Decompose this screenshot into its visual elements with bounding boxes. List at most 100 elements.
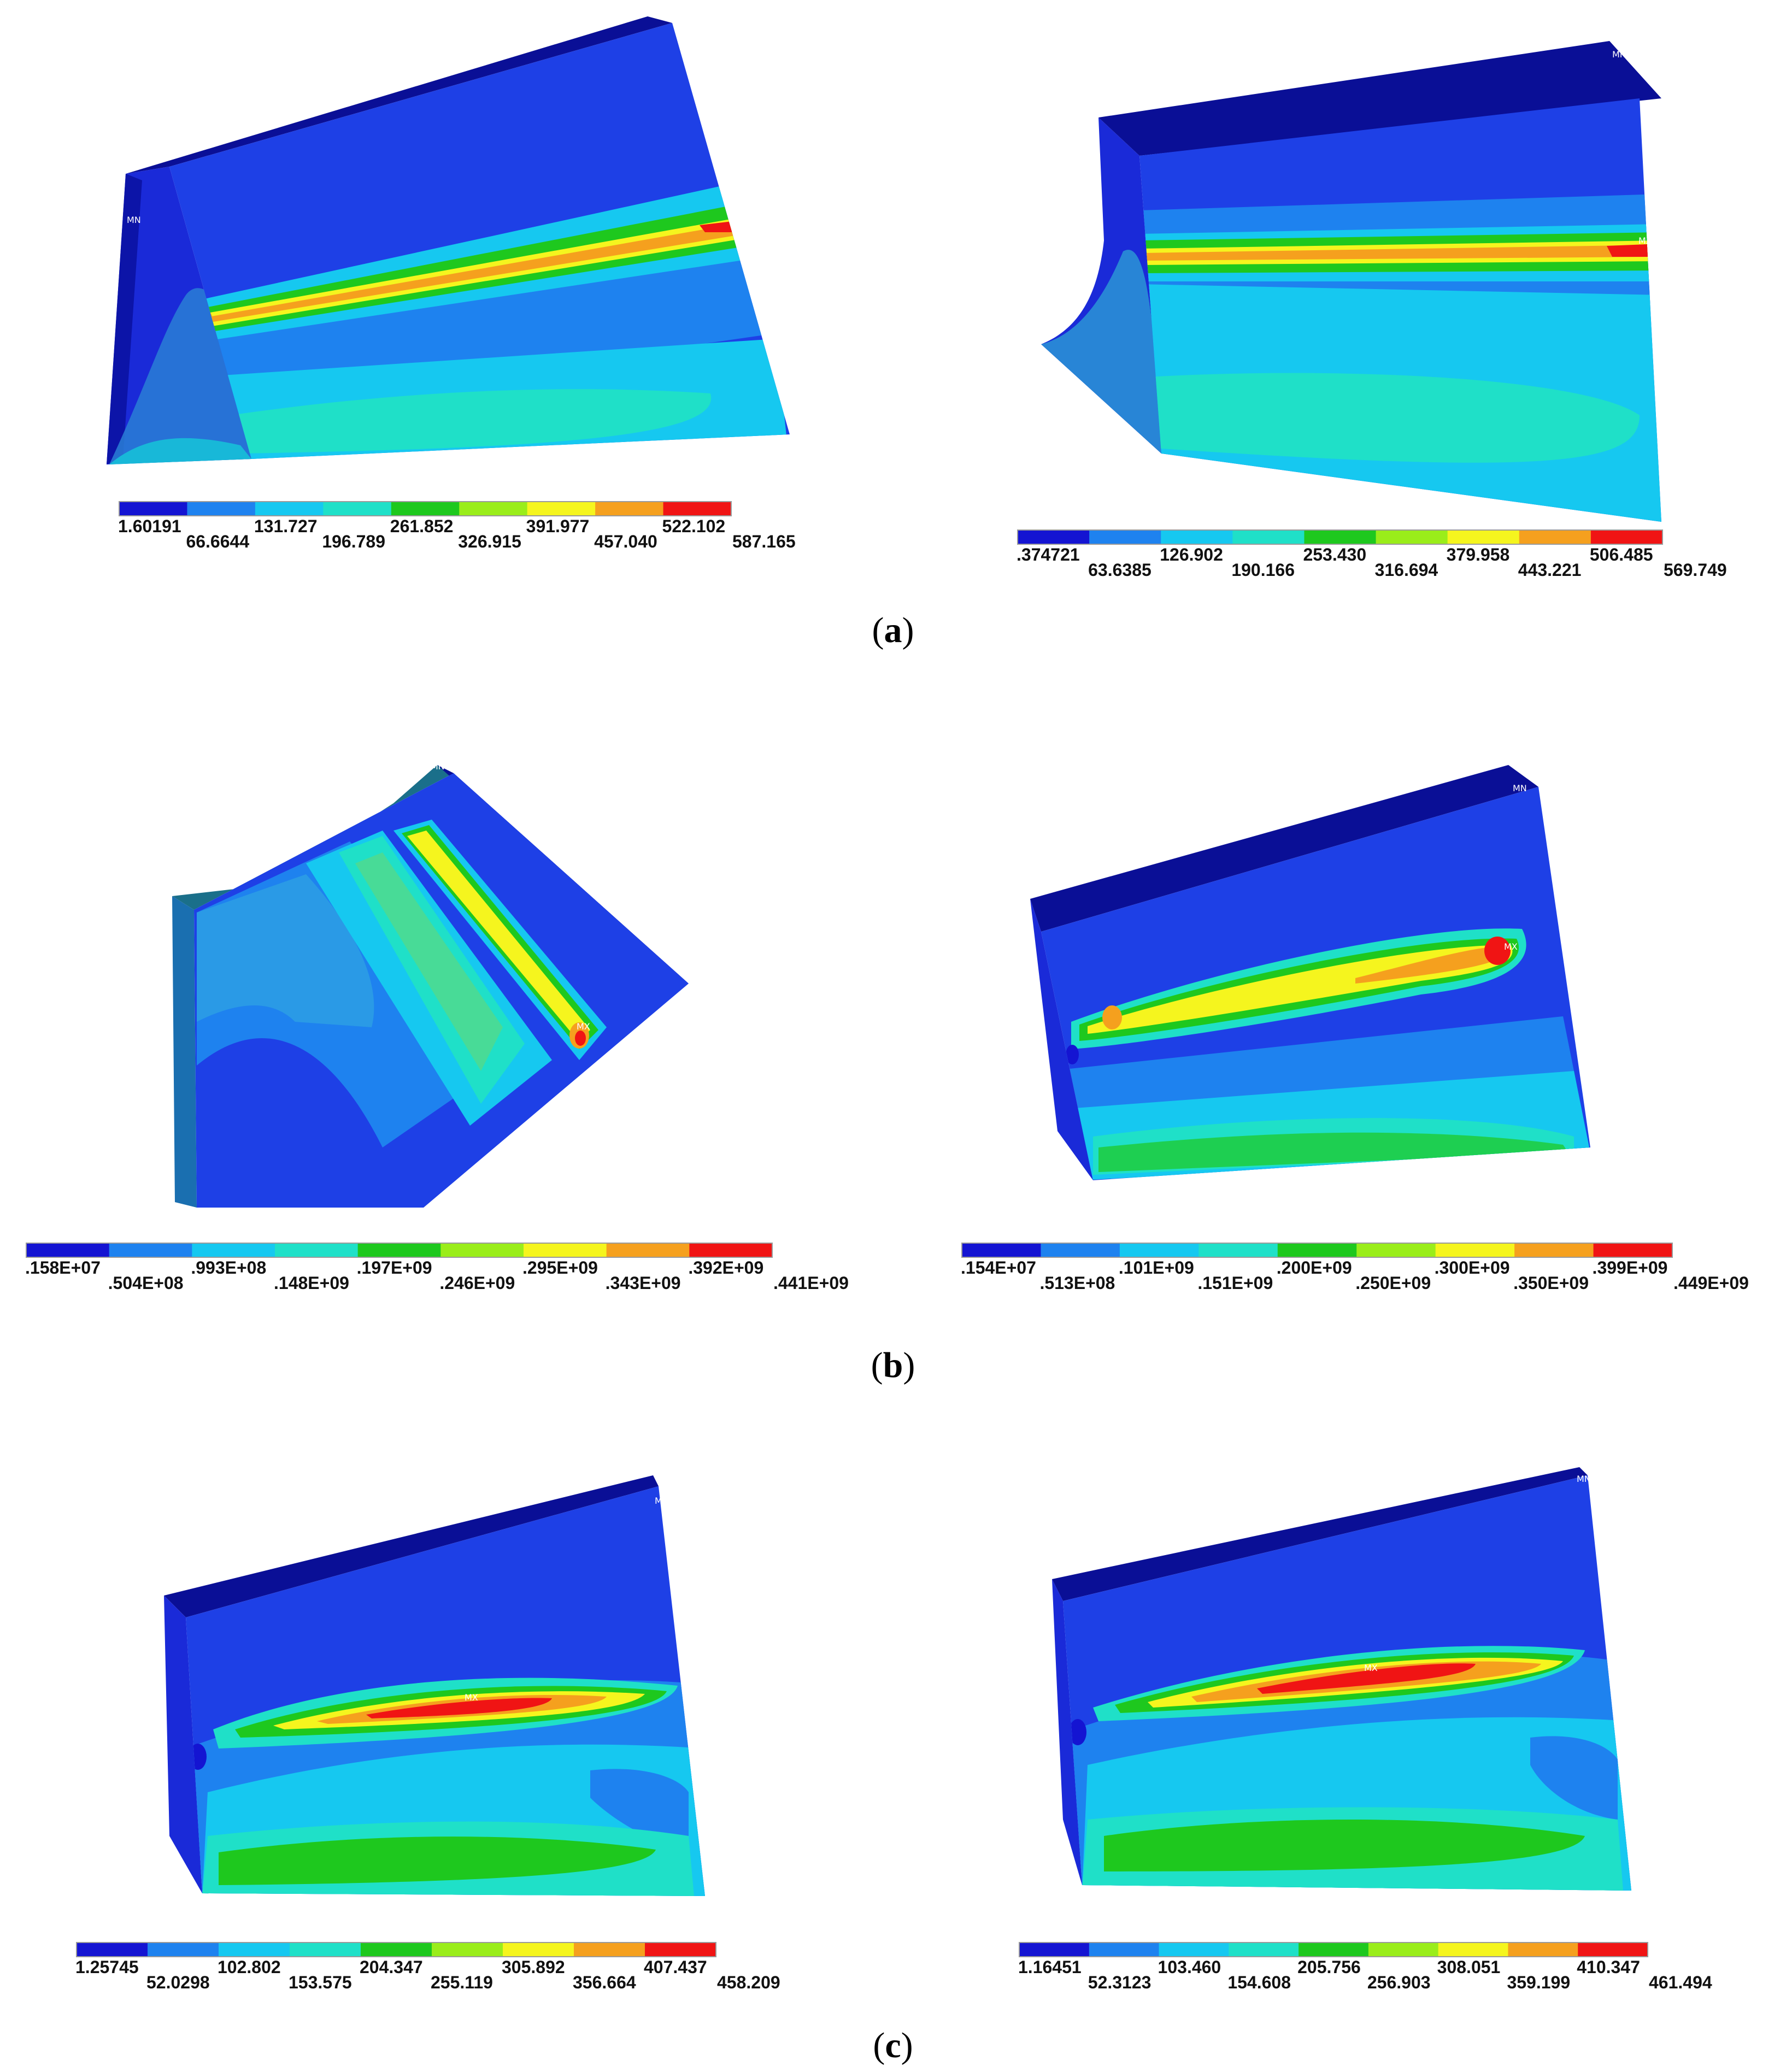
legend-swatch [1508,1942,1578,1957]
caption-b: (b) [871,1345,915,1385]
legend-tick-label: 131.727 [254,516,318,536]
legend-frame [1019,1942,1648,1957]
legend-swatch [440,1243,524,1257]
legend-swatch [1229,1942,1299,1957]
legend-tick-label: .300E+09 [1435,1258,1510,1278]
legend-swatch [1089,530,1161,544]
legend-swatch [1161,530,1233,544]
panel-a-right-legend: .374721 63.6385 126.902 190.166 253.430 316.6… [1017,529,1727,580]
legend-tick-label: .154E+07 [961,1258,1036,1278]
legend-tick-label: 1.25745 [75,1957,139,1977]
legend-tick-label: .374721 [1017,545,1080,564]
legend-swatch [1578,1942,1648,1957]
legend-tick-label: 457.040 [594,532,657,551]
legend-tick-label: 569.749 [1664,560,1727,580]
legend-swatch [1299,1942,1369,1957]
legend-frame [119,501,732,516]
legend-swatch [1277,1243,1357,1257]
legend-tick-label: 205.756 [1297,1957,1361,1977]
panel-a-right-min-marker: MN [1612,49,1626,60]
legend-tick-label: 103.460 [1158,1957,1221,1977]
legend-swatch [1435,1243,1515,1257]
legend-swatch [1356,1243,1436,1257]
legend-swatch [663,502,732,516]
panel-c-left-legend: 1.25745 52.0298 102.802 153.575 204.347 255.1… [75,1942,780,1992]
panel-a-right-max-marker: MX [1638,236,1652,246]
legend-swatch [119,502,187,516]
legend-tick-label: .295E+09 [522,1258,598,1278]
legend-swatch [1089,1942,1160,1957]
legend-swatch [357,1243,441,1257]
legend-swatch [1019,1942,1090,1957]
panel-b-right-model [1030,765,1590,1180]
panel-a-left-model [107,16,790,464]
legend-tick-label: 461.494 [1649,1973,1712,1992]
legend-tick-label: 305.892 [502,1957,565,1977]
legend-swatch [391,502,460,516]
legend-swatch [219,1942,290,1957]
legend-tick-label: 326.915 [458,532,521,551]
legend-swatch [1368,1942,1439,1957]
panel-c-right-max-marker: MX [1364,1663,1378,1673]
panel-c-right-legend: 1.16451 52.3123 103.460 154.608 205.756 256.9… [1018,1942,1712,1992]
legend-frame [1017,529,1663,545]
panel-b-right-min-marker: MN [1513,783,1527,793]
panel-c-right-model [1052,1467,1631,1891]
legend-swatch [187,502,256,516]
legend-swatch [1198,1243,1278,1257]
legend-tick-label: 379.958 [1447,545,1510,564]
legend-swatch [689,1243,773,1257]
panel-b-left-min-marker: MN [431,761,445,772]
legend-swatch [290,1942,361,1957]
legend-swatch [109,1243,192,1257]
legend-swatch [1041,1243,1120,1257]
legend-swatch [503,1942,574,1957]
legend-tick-label: 63.6385 [1088,560,1152,580]
legend-swatch [1590,530,1663,544]
legend-tick-label: 154.608 [1227,1973,1291,1992]
legend-swatch [1438,1942,1508,1957]
legend-tick-label: .246E+09 [439,1273,515,1293]
legend-tick-label: 1.16451 [1018,1957,1082,1977]
legend-tick-label: .504E+08 [108,1273,184,1293]
legend-tick-label: 66.6644 [186,532,249,551]
legend-tick-label: 1.60191 [118,516,181,536]
legend-tick-label: 190.166 [1231,560,1295,580]
legend-swatch [527,502,596,516]
legend-tick-label: .158E+07 [25,1258,101,1278]
legend-tick-label: 458.209 [717,1973,780,1992]
legend-tick-label: 196.789 [322,532,385,551]
legend-tick-label: 522.102 [662,516,726,536]
legend-tick-label: 443.221 [1518,560,1582,580]
panel-a-right-model [1041,41,1661,522]
legend-swatch [26,1243,110,1257]
legend-tick-label: 256.903 [1367,1973,1431,1992]
legend-swatch [645,1942,716,1957]
legend-tick-label: 52.0298 [146,1973,210,1992]
panel-b-right-legend: .154E+07.513E+08.101E+09.151E+09.200E+09… [961,1243,1749,1293]
legend-swatch [595,502,664,516]
legend-swatch [1593,1243,1673,1257]
legend-tick-label: 126.902 [1160,545,1223,564]
panel-c-left-max-marker: MX [465,1692,478,1703]
legend-tick-label: .151E+09 [1197,1273,1273,1293]
legend-swatch [1018,530,1090,544]
legend-tick-label: .399E+09 [1593,1258,1668,1278]
legend-tick-label: .197E+09 [357,1258,432,1278]
legend-tick-label: .101E+09 [1119,1258,1194,1278]
legend-tick-label: .449E+09 [1673,1273,1749,1293]
legend-tick-label: 410.347 [1577,1957,1640,1977]
legend-swatch [1159,1942,1229,1957]
legend-tick-label: 255.119 [431,1973,493,1992]
legend-swatch [524,1243,607,1257]
legend-swatch [77,1942,148,1957]
panel-c-left-model [164,1475,705,1896]
legend-swatch [1232,530,1305,544]
panel-c-right-min-marker: MN [1577,1474,1591,1484]
legend-swatch [1376,530,1448,544]
legend-frame [26,1243,773,1258]
legend-swatch [148,1942,219,1957]
panel-b-left-max-marker: MX [577,1021,590,1032]
legend-tick-label: .148E+09 [274,1273,349,1293]
legend-tick-label: .993E+08 [191,1258,266,1278]
